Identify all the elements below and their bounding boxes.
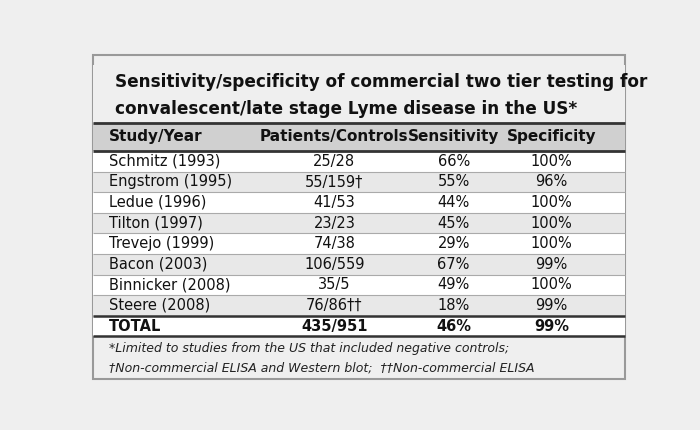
Text: 100%: 100% (531, 215, 572, 230)
Text: 106/559: 106/559 (304, 257, 365, 272)
Text: 100%: 100% (531, 195, 572, 210)
Text: 99%: 99% (536, 298, 568, 313)
Text: 45%: 45% (438, 215, 470, 230)
Text: Study/Year: Study/Year (109, 129, 203, 144)
Text: Bacon (2003): Bacon (2003) (109, 257, 208, 272)
Text: Sensitivity: Sensitivity (408, 129, 499, 144)
FancyBboxPatch shape (93, 274, 624, 295)
Text: 46%: 46% (436, 319, 471, 334)
Text: 44%: 44% (438, 195, 470, 210)
Text: 100%: 100% (531, 277, 572, 292)
Text: 67%: 67% (438, 257, 470, 272)
FancyBboxPatch shape (93, 151, 624, 172)
Text: Patients/Controls: Patients/Controls (260, 129, 409, 144)
FancyBboxPatch shape (93, 254, 624, 274)
FancyBboxPatch shape (93, 65, 624, 123)
Text: 100%: 100% (531, 236, 572, 251)
FancyBboxPatch shape (93, 172, 624, 192)
Text: Binnicker (2008): Binnicker (2008) (109, 277, 231, 292)
Text: TOTAL: TOTAL (109, 319, 162, 334)
Text: Engstrom (1995): Engstrom (1995) (109, 174, 232, 189)
Text: 41/53: 41/53 (314, 195, 355, 210)
Text: 29%: 29% (438, 236, 470, 251)
Text: 66%: 66% (438, 154, 470, 169)
Text: 99%: 99% (536, 257, 568, 272)
Text: *Limited to studies from the US that included negative controls;: *Limited to studies from the US that inc… (109, 342, 510, 355)
Text: 18%: 18% (438, 298, 470, 313)
FancyBboxPatch shape (93, 55, 624, 379)
Text: 35/5: 35/5 (318, 277, 351, 292)
Text: †Non-commercial ELISA and Western blot;  ††Non-commercial ELISA: †Non-commercial ELISA and Western blot; … (109, 362, 535, 375)
FancyBboxPatch shape (93, 192, 624, 213)
Text: Specificity: Specificity (507, 129, 596, 144)
Text: 99%: 99% (534, 319, 569, 334)
Text: 96%: 96% (536, 174, 568, 189)
Text: Ledue (1996): Ledue (1996) (109, 195, 206, 210)
Text: 23/23: 23/23 (314, 215, 356, 230)
Text: 74/38: 74/38 (314, 236, 356, 251)
FancyBboxPatch shape (93, 295, 624, 316)
Text: 435/951: 435/951 (301, 319, 368, 334)
Text: Steere (2008): Steere (2008) (109, 298, 211, 313)
FancyBboxPatch shape (93, 316, 624, 336)
Text: 100%: 100% (531, 154, 572, 169)
Text: 55/159†: 55/159† (305, 174, 363, 189)
Text: Schmitz (1993): Schmitz (1993) (109, 154, 220, 169)
FancyBboxPatch shape (93, 123, 624, 151)
Text: Tilton (1997): Tilton (1997) (109, 215, 203, 230)
Text: convalescent/late stage Lyme disease in the US*: convalescent/late stage Lyme disease in … (115, 100, 577, 118)
FancyBboxPatch shape (93, 213, 624, 233)
Text: Trevejo (1999): Trevejo (1999) (109, 236, 214, 251)
Text: 49%: 49% (438, 277, 470, 292)
Text: 76/86††: 76/86†† (306, 298, 363, 313)
Text: Sensitivity/specificity of commercial two tier testing for: Sensitivity/specificity of commercial tw… (115, 73, 647, 91)
FancyBboxPatch shape (93, 233, 624, 254)
Text: 25/28: 25/28 (314, 154, 356, 169)
Text: 55%: 55% (438, 174, 470, 189)
